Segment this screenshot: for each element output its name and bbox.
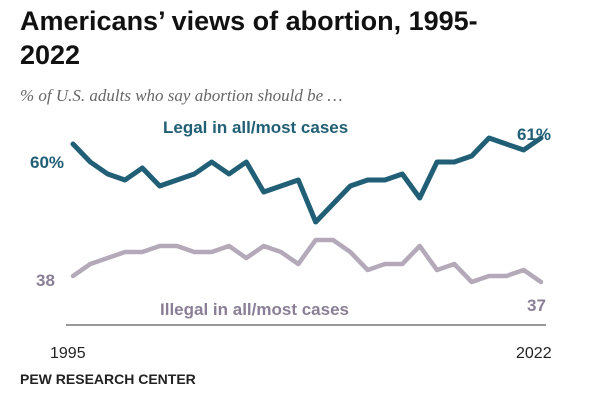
series-layer xyxy=(70,135,544,285)
chart-subtitle: % of U.S. adults who say abortion should… xyxy=(20,86,343,105)
chart-title: Americans’ views of abortion, 1995-2022 xyxy=(20,6,478,70)
illegal-series-label: Illegal in all/most cases xyxy=(160,300,349,319)
legal-end-label: 61% xyxy=(517,125,551,144)
legal-start-label: 60% xyxy=(30,153,64,172)
illegal-start-label: 38 xyxy=(36,271,55,290)
illegal-end-label: 37 xyxy=(527,296,546,315)
legal-series-label: Legal in all/most cases xyxy=(163,118,348,137)
legal-series-line xyxy=(70,135,544,225)
x-tick-label-start: 1995 xyxy=(50,345,86,362)
source-note: PEW RESEARCH CENTER xyxy=(20,371,196,387)
x-tick-label-end: 2022 xyxy=(516,345,552,362)
illegal-series-line xyxy=(70,237,544,285)
